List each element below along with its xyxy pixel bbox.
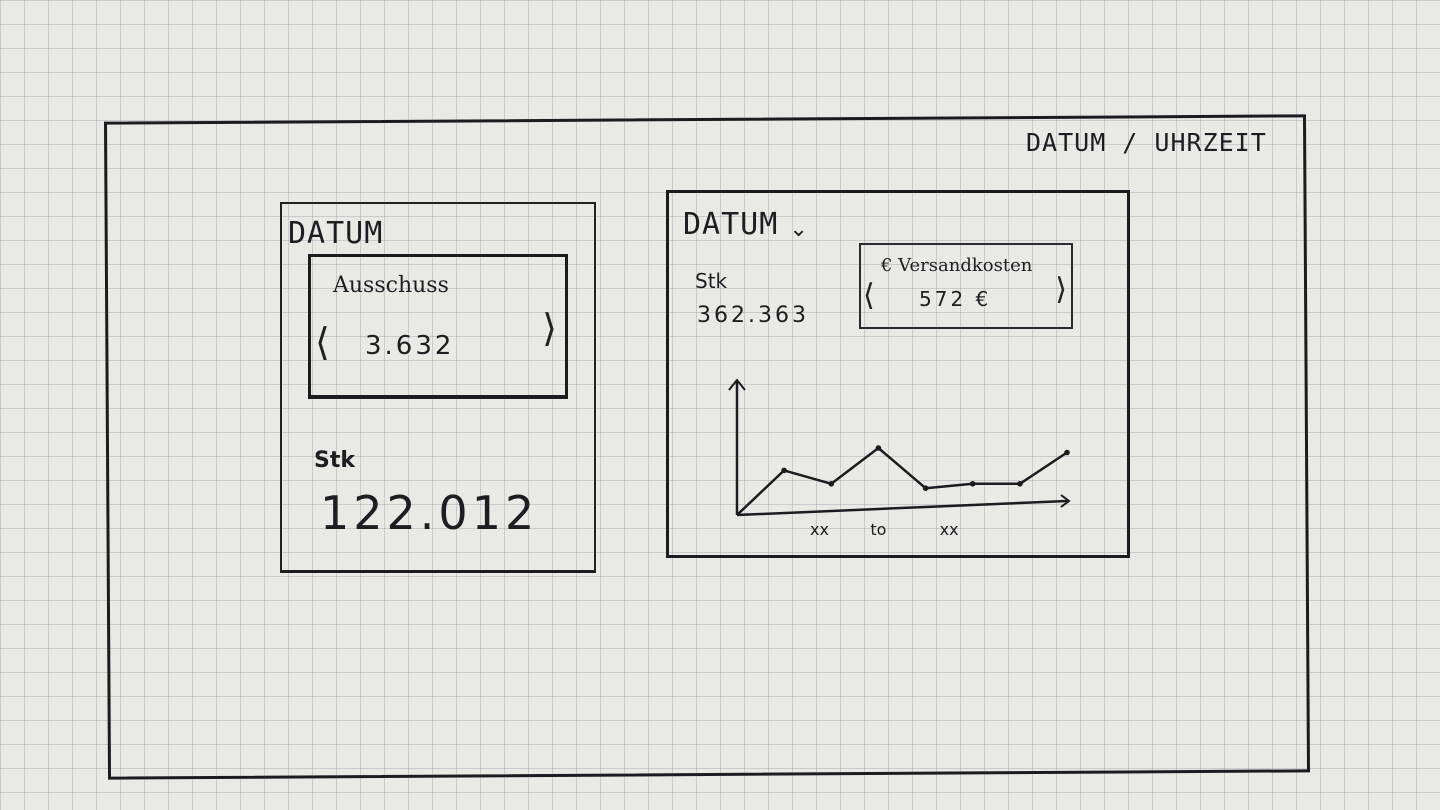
chevron-right-icon[interactable]: ⟩ — [1055, 272, 1067, 307]
shipping-cost-label: € Versandkosten — [881, 255, 1033, 276]
shipping-cost-value: 572 € — [919, 287, 992, 311]
card-date-title: DATUM — [288, 216, 384, 251]
pieces-value: 122.012 — [320, 486, 539, 540]
data-point — [922, 485, 929, 491]
pieces-label: Stk — [314, 448, 355, 473]
pieces-label: Stk — [695, 269, 728, 293]
reject-label: Ausschuss — [333, 273, 449, 298]
reject-carousel: Ausschuss ⟨ 3.632 ⟩ — [308, 254, 568, 399]
data-point — [781, 467, 787, 474]
series-line — [736, 446, 1068, 516]
data-point — [969, 481, 976, 487]
chart-kpi-card: DATUM ⌄ Stk 362.363 € Versandkosten ⟨ 57… — [666, 190, 1130, 558]
x-tick-label: xx — [940, 520, 959, 539]
shipping-cost-carousel: € Versandkosten ⟨ 572 € ⟩ — [859, 243, 1073, 329]
chevron-left-icon[interactable]: ⟨ — [315, 320, 330, 364]
reject-value: 3.632 — [365, 331, 455, 361]
chevron-left-icon[interactable]: ⟨ — [863, 278, 875, 313]
reject-kpi-card: DATUM Ausschuss ⟨ 3.632 ⟩ Stk 122.012 — [280, 202, 596, 573]
dropdown-date-label: DATUM — [683, 207, 779, 242]
data-point — [875, 445, 882, 451]
x-tick-label: to — [870, 520, 886, 539]
y-axis-arrow-icon — [728, 379, 746, 391]
x-tick-label: xx — [810, 520, 829, 539]
chevron-down-icon: ⌄ — [789, 217, 808, 242]
data-point — [828, 481, 835, 487]
data-point — [1064, 449, 1070, 456]
chevron-right-icon[interactable]: ⟩ — [542, 306, 557, 350]
date-dropdown[interactable]: DATUM ⌄ — [683, 207, 808, 242]
x-axis-arrow-icon — [1060, 494, 1071, 508]
pieces-value: 362.363 — [697, 303, 809, 328]
x-axis — [736, 499, 1068, 517]
datetime-label: DATUM / UHRZEIT — [1026, 128, 1267, 157]
line-chart: xx to xx — [728, 379, 1071, 539]
data-point — [1017, 481, 1023, 487]
